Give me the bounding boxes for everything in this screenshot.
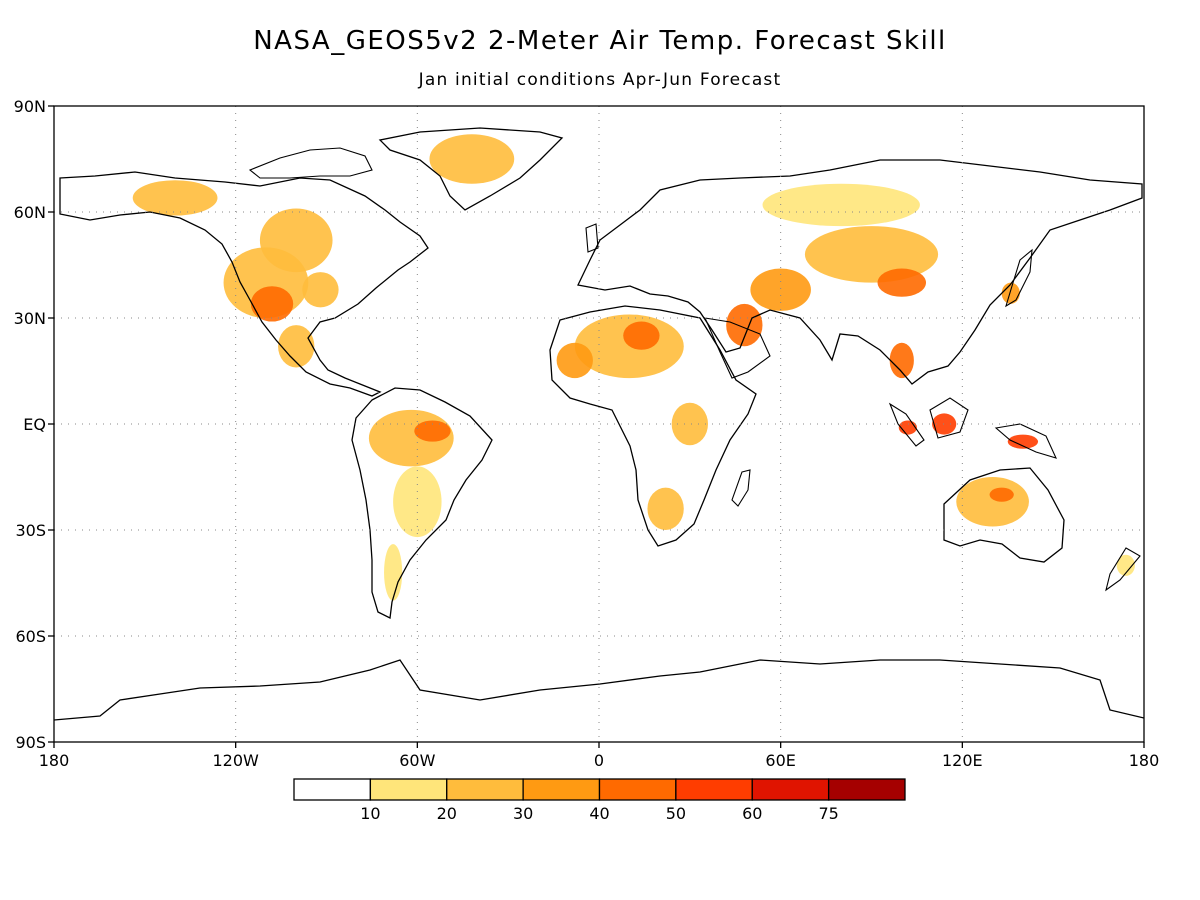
colorbar-label: 30 xyxy=(513,804,533,823)
skill-shading xyxy=(132,134,1135,601)
skill-region xyxy=(556,342,593,379)
colorbar-label: 60 xyxy=(742,804,762,823)
colorbar-swatch xyxy=(293,778,372,801)
lon-tick-label: 60W xyxy=(399,751,435,770)
skill-region xyxy=(889,342,914,379)
skill-region xyxy=(989,487,1014,502)
coastlines xyxy=(54,127,1144,721)
coast-borneo xyxy=(929,397,969,439)
lon-tick-label: 60E xyxy=(765,751,795,770)
skill-region xyxy=(726,303,763,347)
lon-tick-label: 180 xyxy=(39,751,70,770)
lat-tick-label: 30S xyxy=(15,521,46,540)
skill-region xyxy=(932,413,957,435)
coast-arabia xyxy=(704,317,771,379)
skill-region xyxy=(1116,554,1135,576)
colorbar-swatch xyxy=(446,778,524,801)
colorbar-swatch xyxy=(827,778,906,801)
colorbar-label: 50 xyxy=(666,804,686,823)
lon-tick-label: 120W xyxy=(212,751,259,770)
coast-sumatra xyxy=(888,402,925,447)
colorbar-label: 75 xyxy=(818,804,838,823)
chart-title: NASA_GEOS5v2 2-Meter Air Temp. Forecast … xyxy=(253,26,947,56)
coast-eurasia xyxy=(577,159,1143,385)
skill-region xyxy=(302,272,339,308)
colorbar-label: 20 xyxy=(437,804,457,823)
lat-tick-label: EQ xyxy=(23,415,46,434)
colorbar-swatch xyxy=(522,778,601,801)
lat-tick-label: 60N xyxy=(14,203,46,222)
coast-madagascar xyxy=(731,469,751,507)
coast-greenland xyxy=(378,127,564,211)
skill-region xyxy=(877,268,926,297)
colorbar-swatch xyxy=(598,778,677,801)
coast-australia xyxy=(943,467,1065,563)
coast-africa xyxy=(549,305,757,547)
skill-region xyxy=(259,208,333,273)
chart-subtitle: Jan initial conditions Apr-Jun Forecast xyxy=(418,70,782,90)
skill-region xyxy=(647,487,684,530)
colorbar-swatch xyxy=(369,778,448,801)
lat-tick-label: 90N xyxy=(14,97,46,116)
colorbar-swatch xyxy=(751,778,830,801)
skill-region xyxy=(429,134,515,184)
skill-region xyxy=(804,226,939,283)
skill-region xyxy=(623,321,660,350)
colorbar-label: 40 xyxy=(589,804,609,823)
skill-region xyxy=(956,477,1029,527)
skill-region xyxy=(1001,282,1020,304)
gridlines xyxy=(54,106,1144,742)
colorbar-label: 10 xyxy=(360,804,380,823)
colorbar-swatch xyxy=(675,778,753,801)
coast-north-america xyxy=(59,171,429,397)
skill-region xyxy=(574,314,684,379)
coast-antarctica xyxy=(54,659,1144,721)
skill-region xyxy=(762,183,920,227)
skill-region xyxy=(1007,434,1039,449)
coast-south-america xyxy=(351,387,493,619)
lon-tick-label: 0 xyxy=(594,751,604,770)
skill-region xyxy=(132,180,218,216)
lat-tick-label: 60S xyxy=(15,627,46,646)
map-background xyxy=(54,106,1144,742)
skill-region xyxy=(750,268,811,311)
skill-region xyxy=(671,402,708,446)
latitude-ticks: 90N 60N 30N EQ 30S 60S 90S xyxy=(14,97,54,752)
coast-japan xyxy=(1005,248,1033,308)
coast-arctic-islands xyxy=(248,147,373,179)
longitude-ticks: 180 120W 60W 0 60E 120E 180 xyxy=(39,742,1160,770)
lat-tick-label: 30N xyxy=(14,309,46,328)
skill-region xyxy=(393,466,442,538)
coast-new-zealand xyxy=(1105,547,1141,592)
skill-region xyxy=(414,420,451,442)
colorbar: 10 20 30 40 50 60 75 xyxy=(293,778,906,823)
lat-tick-label: 90S xyxy=(15,733,46,752)
lon-tick-label: 120E xyxy=(942,751,983,770)
skill-region xyxy=(250,286,294,322)
skill-region xyxy=(384,544,403,601)
lon-tick-label: 180 xyxy=(1129,751,1160,770)
skill-region xyxy=(278,325,315,368)
coast-uk xyxy=(585,223,599,253)
